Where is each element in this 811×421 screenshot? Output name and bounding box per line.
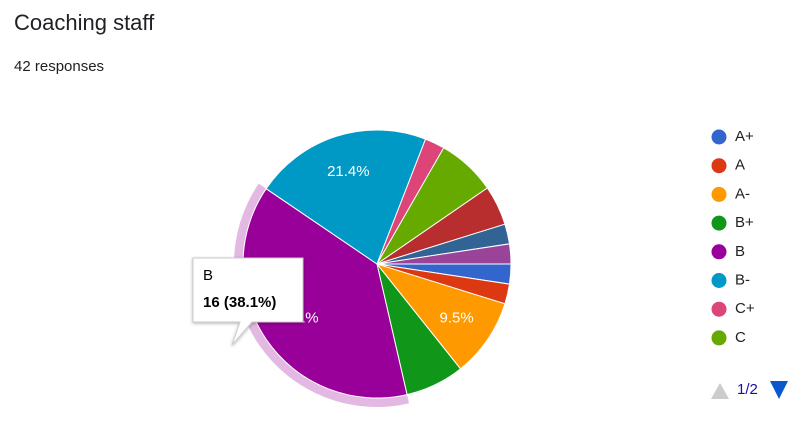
prev-page[interactable] [711, 383, 729, 399]
tooltip-value: 16 (38.1%) [203, 294, 276, 311]
chart-title: Coaching staff [14, 10, 155, 35]
legend-label: B [735, 243, 745, 260]
legend-label: C [735, 329, 746, 346]
pie-slice [375, 263, 506, 370]
legend: A+ A A- B+ B B- C+ C [711, 128, 755, 346]
pie-slice [376, 243, 512, 265]
legend-label: A- [735, 185, 750, 202]
legend-swatch [711, 129, 727, 145]
legend-label: A [735, 157, 745, 174]
tooltip-box [192, 257, 304, 346]
legend-label: A+ [735, 128, 754, 145]
legend-label: C+ [735, 300, 755, 317]
pie-slice [242, 187, 408, 399]
response-count: 42 responses [14, 58, 104, 75]
legend-swatch [711, 330, 727, 346]
legend-swatch [711, 158, 727, 174]
legend-label: B- [735, 271, 750, 288]
legend-swatch [711, 244, 727, 260]
tooltip: B 16 (38.1%) [192, 257, 304, 346]
highlight-ring [234, 183, 410, 407]
page-indicator: 1/2 [737, 381, 758, 398]
legend-swatch [711, 215, 727, 231]
legend-swatch [711, 301, 727, 317]
pager: 1/2 [711, 381, 788, 399]
pie-slice [265, 129, 427, 265]
legend-swatch [711, 186, 727, 202]
legend-swatch [711, 273, 727, 288]
tooltip-title: B [203, 267, 213, 284]
slice-label: 21.4% [327, 163, 370, 180]
next-page[interactable] [770, 381, 788, 399]
slice-label: 9.5% [440, 309, 474, 326]
legend-label: B+ [735, 214, 754, 231]
pie: 9.5%38.1%21.4% [234, 129, 512, 407]
